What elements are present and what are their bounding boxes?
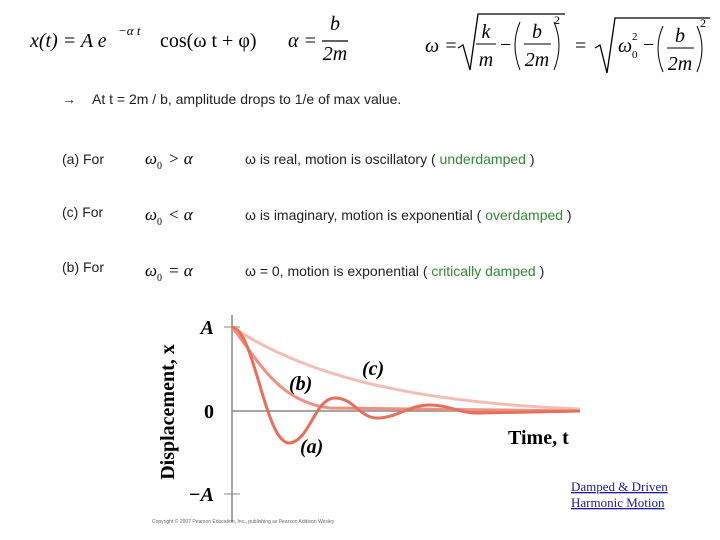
- operator: −: [500, 34, 511, 56]
- alpha-equation: α = b 2m: [288, 13, 348, 65]
- x-axis-label: Time, t: [508, 427, 569, 449]
- power: 2: [700, 16, 706, 30]
- text: ): [526, 151, 535, 167]
- subscript: 0: [157, 217, 162, 228]
- symbol: ω: [145, 205, 157, 224]
- denominator: 2m: [668, 53, 692, 75]
- paren: [514, 21, 521, 71]
- case: (b) For ω 0 = α ω = 0, motion is exponen…: [62, 259, 544, 284]
- curve-label: (c): [362, 358, 384, 380]
- arrow: →: [62, 91, 76, 107]
- damping-graph: Displacement, x Time, t A 0 −A (c) (b) (…: [152, 315, 581, 525]
- equation-text: ω =: [425, 35, 458, 57]
- symbol: ω: [145, 261, 157, 280]
- radical: [594, 17, 710, 74]
- link[interactable]: Damped & Driven Harmonic Motion: [571, 479, 668, 510]
- position-equation: x(t) = A e −α t cos(ω t + φ): [29, 23, 257, 52]
- case-label: (a) For: [62, 151, 104, 167]
- exponent: −α t: [118, 23, 141, 38]
- denominator: m: [479, 49, 493, 71]
- relation: = α: [168, 261, 194, 280]
- description: ω is real, motion is oscillatory ( under…: [245, 151, 535, 167]
- description: ω is imaginary, motion is exponential ( …: [245, 207, 572, 223]
- relation: > α: [168, 149, 194, 168]
- case-label: (c) For: [62, 204, 104, 220]
- paren: [657, 25, 664, 73]
- symbol: ω: [618, 35, 632, 57]
- power: 2: [632, 31, 638, 43]
- case-label: (b) For: [62, 259, 104, 275]
- relation: < α: [168, 205, 194, 224]
- description: ω = 0, motion is exponential ( criticall…: [245, 263, 544, 279]
- numerator: b: [330, 13, 340, 35]
- numerator: b: [675, 25, 685, 47]
- curve-label: (b): [289, 373, 312, 395]
- underdamped-curve: [231, 325, 581, 445]
- equation-text: cos(ω t + φ): [160, 30, 257, 52]
- overdamped-curve: [231, 325, 581, 411]
- equation-text: α =: [288, 30, 317, 52]
- tick-label: A: [199, 317, 214, 339]
- numerator: b: [532, 21, 542, 43]
- subscript: 0: [632, 49, 638, 61]
- paren: [696, 25, 703, 73]
- power: 2: [554, 13, 560, 27]
- critical-curve: [230, 326, 581, 413]
- text: ω = 0, motion is exponential (: [245, 263, 431, 279]
- text: ω is imaginary, motion is exponential (: [245, 207, 485, 223]
- operator: =: [575, 35, 586, 57]
- denominator: 2m: [323, 43, 347, 65]
- tick-label: −A: [189, 484, 214, 506]
- y-axis-label: Displacement, x: [157, 344, 179, 480]
- operator: −: [643, 34, 654, 56]
- regime: underdamped: [440, 151, 526, 167]
- denominator: 2m: [525, 49, 549, 71]
- text: ω is real, motion is oscillatory (: [245, 151, 440, 167]
- curve-label: (a): [300, 436, 323, 458]
- equation-text: x(t) = A e: [29, 30, 107, 52]
- regime: overdamped: [485, 207, 563, 223]
- text: ): [536, 263, 545, 279]
- numerator: k: [482, 21, 492, 43]
- subscript: 0: [157, 161, 162, 172]
- omega-equation: ω = k m − b 2m 2 = ω 0 2 − b 2m 2: [425, 13, 710, 75]
- note: At t = 2m / b, amplitude drops to 1/e of…: [92, 91, 401, 107]
- regime: critically damped: [431, 263, 535, 279]
- paren: [553, 21, 560, 71]
- case: (a) For ω 0 > α ω is real, motion is osc…: [62, 149, 535, 172]
- link-text[interactable]: Damped & Driven: [571, 479, 668, 494]
- text: ): [563, 207, 572, 223]
- symbol: ω: [145, 149, 157, 168]
- link-text[interactable]: Harmonic Motion: [571, 495, 665, 510]
- tick-label: 0: [204, 401, 214, 423]
- case: (c) For ω 0 < α ω is imaginary, motion i…: [62, 204, 572, 228]
- subscript: 0: [157, 273, 162, 284]
- radical: [457, 13, 565, 71]
- copyright: Copyright © 2007 Pearson Education, Inc.…: [152, 518, 335, 525]
